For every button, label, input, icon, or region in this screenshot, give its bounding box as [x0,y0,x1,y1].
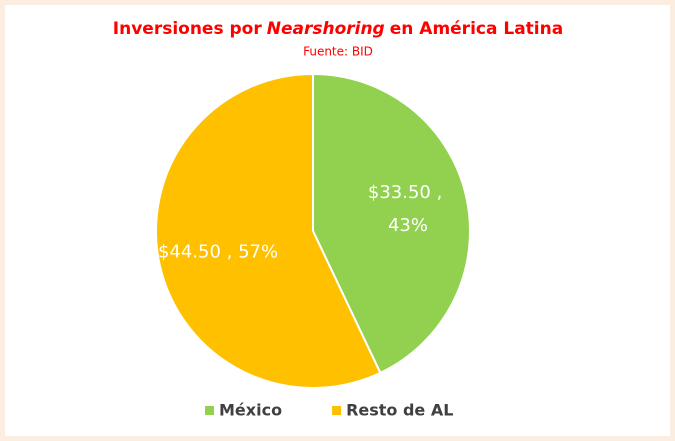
title-part: Inversiones por [113,19,263,39]
data-label: $33.50 , 43% [368,182,448,236]
title-part: en América Latina [390,19,563,39]
pie-slice [155,72,382,389]
title-part: Nearshoring [267,19,385,39]
pie-slice [312,72,471,375]
legend-swatch [205,406,214,415]
chart-title: Inversiones por Nearshoring en América Lat… [113,19,563,39]
legend-label: Resto de AL [346,401,453,420]
chart-subtitle: Fuente: BID [303,45,373,59]
data-label: $44.50 , 57% [158,241,278,262]
legend-swatch [332,406,342,415]
legend-label: México [219,401,282,420]
